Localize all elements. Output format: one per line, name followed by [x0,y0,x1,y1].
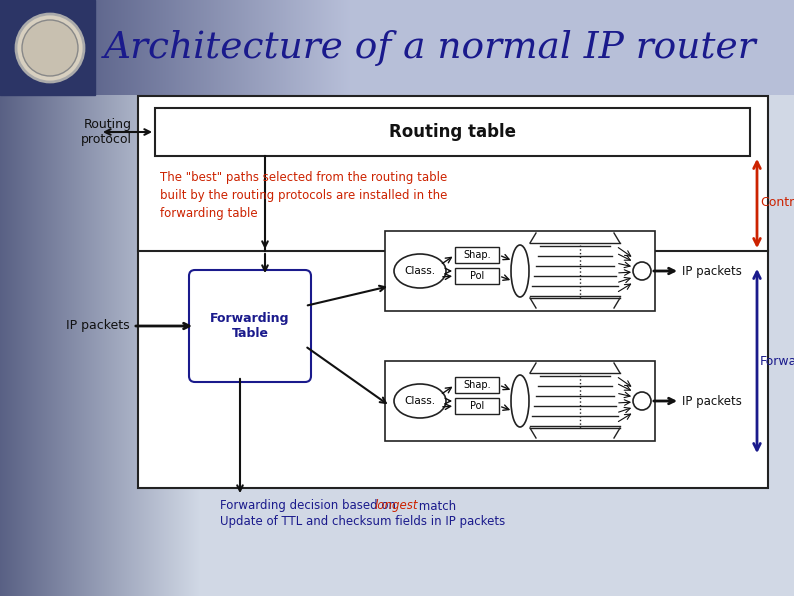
Text: Class.: Class. [404,396,436,406]
Text: Architecture of a normal IP router: Architecture of a normal IP router [104,30,757,66]
Circle shape [16,14,84,82]
Circle shape [22,20,78,76]
Bar [385,231,655,311]
Ellipse shape [511,245,529,297]
Bar [0,0,95,95]
Bar [385,361,655,441]
Circle shape [633,262,651,280]
Ellipse shape [394,254,446,288]
Circle shape [633,392,651,410]
Text: Forwarding decision based on: Forwarding decision based on [220,499,399,513]
Text: Shap.: Shap. [463,250,491,260]
Text: built by the routing protocols are installed in the: built by the routing protocols are insta… [160,189,447,202]
Text: match: match [415,499,456,513]
Text: IP packets: IP packets [682,265,742,278]
Text: Forwarding
Table: Forwarding Table [210,312,290,340]
Text: The "best" paths selected from the routing table: The "best" paths selected from the routi… [160,171,447,184]
Text: Routing
protocol: Routing protocol [81,118,132,146]
Bar [455,398,499,414]
Bar [138,96,768,488]
Bar [455,377,499,393]
Text: longest: longest [375,499,418,513]
Ellipse shape [394,384,446,418]
Text: Update of TTL and checksum fields in IP packets: Update of TTL and checksum fields in IP … [220,516,505,529]
Text: Pol: Pol [470,401,484,411]
Text: Class.: Class. [404,266,436,276]
Text: IP packets: IP packets [682,395,742,408]
Text: Control: Control [760,197,794,210]
Bar [155,108,750,156]
Text: Shap.: Shap. [463,380,491,390]
FancyBboxPatch shape [189,270,311,382]
Text: Pol: Pol [470,271,484,281]
Text: forwarding table: forwarding table [160,207,257,220]
Text: IP packets: IP packets [67,319,130,333]
Bar [455,268,499,284]
Text: Routing table: Routing table [389,123,516,141]
Text: Forwarding: Forwarding [760,355,794,368]
Ellipse shape [511,375,529,427]
Bar [455,247,499,263]
